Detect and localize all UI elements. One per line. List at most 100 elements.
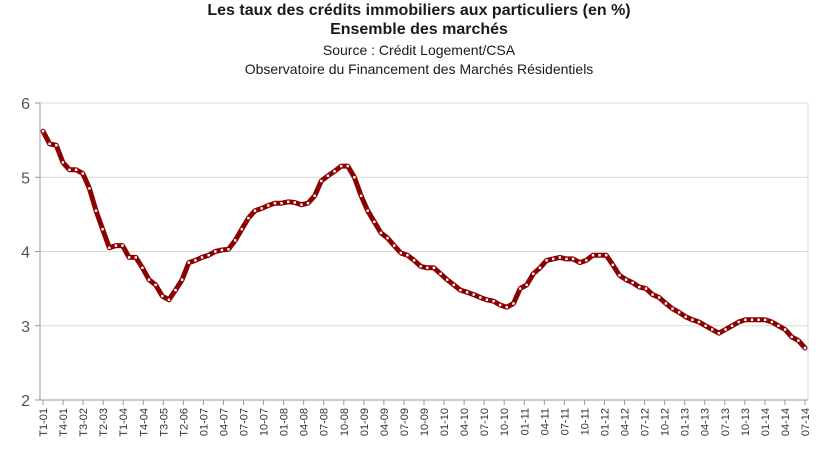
data-point (267, 204, 270, 207)
data-point (174, 288, 177, 292)
y-tick-labels: 2 3 4 5 6 (21, 96, 30, 410)
x-tick-labels: T1-01 T4-01 T3-02 T2-03 T1-04 T4-04 T3-05 T2-06… (38, 408, 812, 437)
data-point (658, 296, 661, 299)
data-point (764, 318, 767, 321)
data-point (744, 318, 747, 321)
data-point (538, 266, 542, 269)
chart-subtitle: Ensemble des marchés (330, 21, 508, 38)
data-point (797, 339, 800, 342)
x-tick-label: 04-12 (620, 408, 632, 436)
gridlines (39, 102, 809, 401)
x-tick-label: T2-06 (178, 408, 190, 437)
data-point (419, 265, 422, 268)
data-point (552, 257, 555, 261)
data-point (730, 324, 734, 327)
data-point (565, 257, 568, 261)
x-tick-label: 04-08 (299, 408, 311, 436)
x-tick-label: 07-10 (479, 408, 491, 436)
data-point (677, 311, 681, 314)
data-point (154, 283, 157, 287)
data-point (591, 254, 595, 257)
x-tick-label: 10-09 (419, 408, 431, 436)
y-tick-label: 3 (21, 319, 30, 336)
data-point (399, 251, 402, 255)
data-point (571, 257, 575, 261)
x-tick-label: T1-01 (38, 408, 50, 437)
x-tick-label: 04-10 (459, 408, 471, 436)
data-point (55, 144, 58, 147)
data-point (207, 254, 210, 257)
data-point (200, 256, 204, 259)
x-tick-label: 07-13 (720, 408, 732, 436)
data-point (393, 244, 396, 247)
data-point (638, 285, 641, 289)
x-tick-label: 01-12 (599, 408, 611, 436)
x-tick-label: 10-07 (259, 408, 271, 436)
data-point (724, 328, 727, 331)
data-point (803, 346, 807, 350)
data-point (287, 200, 290, 203)
x-tick-label: 10-13 (740, 408, 752, 436)
data-point (611, 263, 614, 267)
data-point (273, 202, 277, 205)
data-point (790, 335, 793, 339)
data-point (446, 278, 449, 281)
data-point (432, 266, 436, 269)
data-point (141, 266, 144, 269)
data-point (220, 248, 224, 252)
data-point (644, 287, 648, 290)
data-point (313, 194, 316, 197)
x-tick-label: 01-11 (519, 408, 531, 435)
data-point (161, 294, 164, 298)
x-tick-label: 10-12 (660, 408, 672, 436)
data-point (260, 207, 263, 210)
data-point (737, 320, 740, 324)
x-tick-label: 04-14 (780, 408, 792, 436)
data-point (306, 202, 310, 205)
data-point (697, 320, 701, 324)
data-point (214, 250, 217, 253)
data-point (777, 324, 780, 327)
data-point (492, 300, 495, 303)
data-point (525, 283, 528, 287)
data-point (518, 287, 522, 290)
data-point (671, 307, 674, 310)
data-point (750, 318, 754, 321)
data-point (108, 246, 111, 249)
data-point (366, 209, 369, 212)
chart-source-2: Observatoire du Financement des Marchés … (244, 61, 594, 77)
data-point (406, 254, 409, 257)
x-tick-label: 10-11 (579, 408, 591, 435)
data-point (280, 202, 283, 205)
x-tick-label: 10-10 (499, 408, 511, 436)
x-tick-label: 04-09 (379, 408, 391, 436)
data-point (624, 278, 628, 281)
data-point (499, 303, 502, 307)
data-point (485, 298, 489, 301)
data-point (379, 231, 383, 235)
x-tick-label: T3-02 (78, 408, 90, 437)
x-tick-label: T1-04 (118, 408, 130, 437)
data-point (598, 254, 601, 257)
y-tick-label: 6 (21, 96, 30, 113)
data-point (704, 324, 707, 327)
data-point (439, 272, 442, 275)
data-point (631, 281, 634, 284)
data-point (505, 306, 508, 309)
series-group (40, 128, 808, 351)
data-point (757, 318, 760, 321)
data-point (187, 261, 190, 264)
data-point (605, 254, 608, 257)
data-point (101, 228, 104, 231)
data-point (618, 274, 621, 277)
data-point (353, 176, 356, 179)
data-point (114, 244, 118, 247)
data-point (770, 320, 774, 324)
x-tick-label: 04-13 (700, 408, 712, 436)
data-point (194, 259, 197, 262)
data-point (88, 187, 91, 190)
x-tick-label: T2-03 (98, 408, 110, 437)
data-point (465, 291, 469, 294)
data-point (234, 239, 237, 242)
series-line (40, 128, 808, 351)
